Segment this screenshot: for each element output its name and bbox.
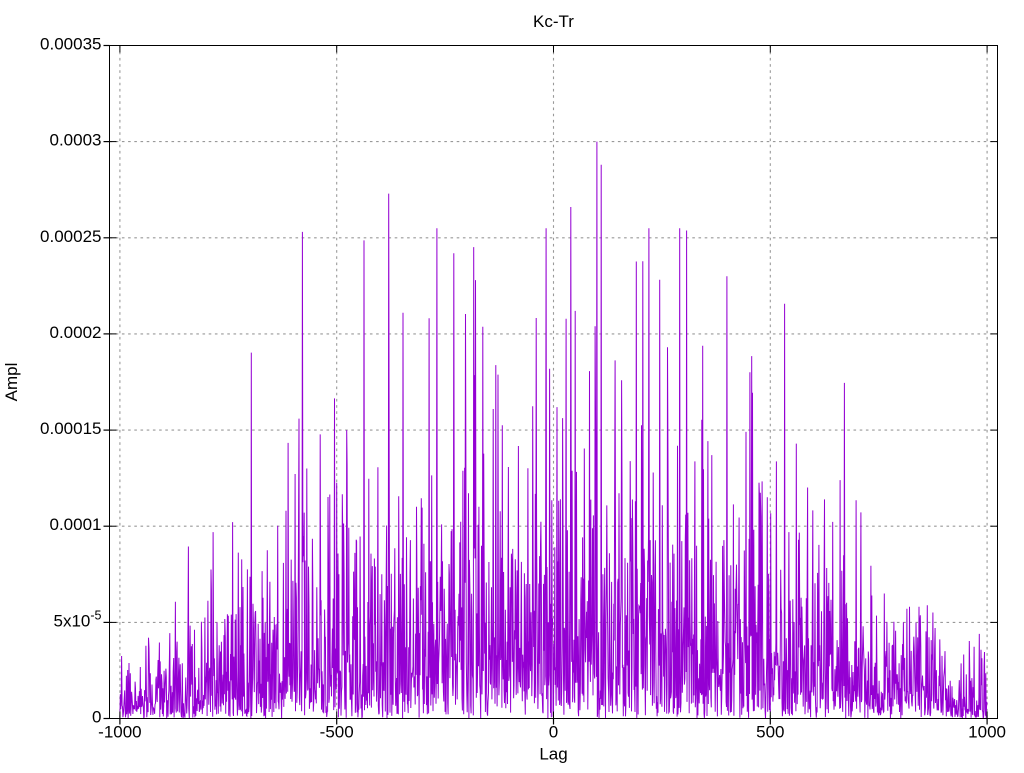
svg-text:0.00035: 0.00035 bbox=[40, 35, 101, 54]
svg-text:500: 500 bbox=[756, 723, 784, 742]
svg-text:0.0001: 0.0001 bbox=[50, 515, 102, 534]
svg-text:0: 0 bbox=[549, 723, 558, 742]
svg-text:Lag: Lag bbox=[539, 745, 567, 764]
svg-text:0.0002: 0.0002 bbox=[50, 323, 102, 342]
svg-text:Kc-Tr: Kc-Tr bbox=[533, 12, 574, 31]
svg-text:-500: -500 bbox=[320, 723, 354, 742]
svg-text:-1000: -1000 bbox=[98, 723, 141, 742]
svg-text:Ampl: Ampl bbox=[2, 363, 21, 402]
svg-text:0.00025: 0.00025 bbox=[40, 227, 101, 246]
svg-text:0.0003: 0.0003 bbox=[50, 131, 102, 150]
svg-text:1000: 1000 bbox=[968, 723, 1006, 742]
svg-text:0.00015: 0.00015 bbox=[40, 419, 101, 438]
